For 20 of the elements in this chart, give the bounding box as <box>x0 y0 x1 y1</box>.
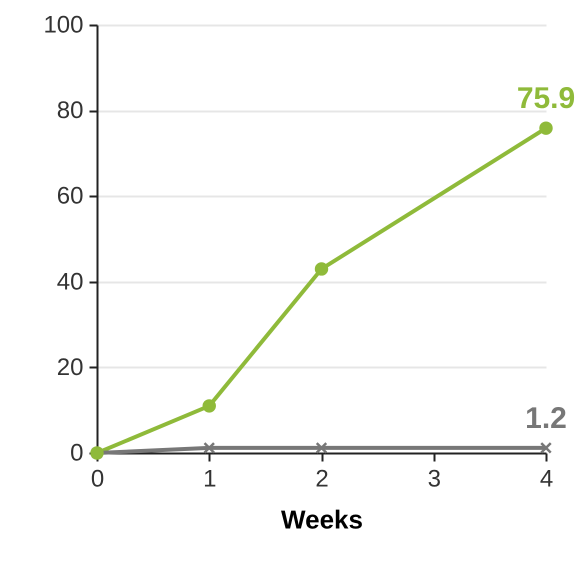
x-tick-label: 1 <box>203 466 216 492</box>
point <box>314 262 328 276</box>
x-tick-label: 4 <box>540 466 554 492</box>
data-label: 75.9 <box>516 82 576 116</box>
y-tick-label: 20 <box>56 354 84 381</box>
y-tick-label: 100 <box>43 12 84 38</box>
y-tick-label: 40 <box>56 268 84 296</box>
x-axis-title: Weeks <box>281 504 363 534</box>
x-tick-label: 0 <box>90 466 104 492</box>
point <box>316 442 328 454</box>
y-tick-label: 80 <box>56 97 84 124</box>
point <box>203 442 216 454</box>
y-tick-label: 60 <box>56 182 84 210</box>
data-label: 1.2 <box>525 402 567 435</box>
point <box>540 442 552 454</box>
x-tick-label: 2 <box>315 466 329 492</box>
x-tick-label: 3 <box>428 466 441 492</box>
point <box>539 121 553 135</box>
point <box>202 399 216 413</box>
y-tick-label: 0 <box>70 440 84 466</box>
